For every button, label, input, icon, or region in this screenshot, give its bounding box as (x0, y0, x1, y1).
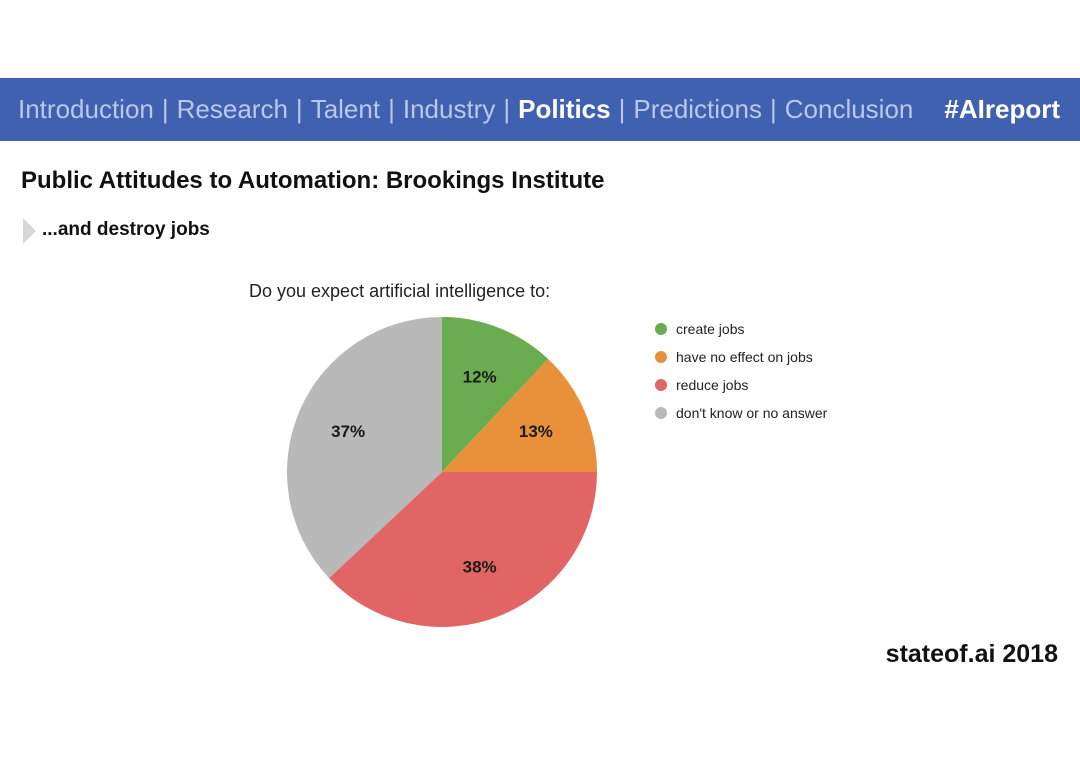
legend-dot-icon (655, 407, 667, 419)
nav-item-predictions[interactable]: Predictions (633, 94, 762, 124)
pie-slice-label-2: 38% (463, 558, 497, 577)
nav-separator: | (618, 94, 626, 124)
legend-label: don't know or no answer (676, 405, 828, 421)
legend-dot-icon (655, 323, 667, 335)
pie-slice-label-0: 12% (463, 367, 497, 386)
pie-slice-3 (287, 317, 442, 579)
pie-slice-0 (442, 317, 549, 472)
pie-slice-label-3: 37% (331, 422, 365, 441)
nav-item-industry[interactable]: Industry (402, 94, 496, 124)
section-nav-bar: Introduction | Research | Talent | Industry | Po… (0, 78, 1080, 141)
nav-item-politics[interactable]: Politics (518, 94, 611, 124)
triangle-marker-icon (23, 218, 36, 244)
legend-label: create jobs (676, 321, 745, 337)
legend-dot-icon (655, 351, 667, 363)
footer-brand: stateof.ai 2018 (885, 640, 1058, 668)
pie-slice-2 (329, 472, 597, 627)
nav-separator: | (503, 94, 511, 124)
nav-item-talent[interactable]: Talent (310, 94, 381, 124)
legend-item: reduce jobs (655, 371, 827, 399)
section-nav: Introduction | Research | Talent | Industry | Po… (18, 78, 913, 141)
nav-separator: | (161, 94, 169, 124)
nav-separator: | (295, 94, 303, 124)
pie-slice-label-1: 13% (519, 422, 553, 441)
legend-dot-icon (655, 379, 667, 391)
legend-label: have no effect on jobs (676, 349, 813, 365)
nav-item-conclusion[interactable]: Conclusion (784, 94, 914, 124)
nav-separator: | (388, 94, 395, 124)
legend-item: have no effect on jobs (655, 343, 827, 371)
nav-item-research[interactable]: Research (176, 94, 288, 124)
pie-chart: 12% 13% 38% 37% (287, 317, 597, 627)
pie-slice-1 (442, 359, 597, 472)
nav-separator: | (769, 94, 777, 124)
nav-item-introduction[interactable]: Introduction (18, 94, 154, 124)
legend-item: don't know or no answer (655, 399, 827, 427)
chart-title: Do you expect artificial intelligence to… (249, 281, 551, 301)
legend-label: reduce jobs (676, 377, 749, 393)
page-subtitle: ...and destroy jobs (42, 219, 210, 240)
legend-item: create jobs (655, 315, 827, 343)
hashtag-label: #AIreport (944, 94, 1060, 124)
page-title: Public Attitudes to Automation: Brooking… (21, 167, 605, 194)
chart-legend: create jobs have no effect on jobs reduce … (655, 315, 827, 427)
